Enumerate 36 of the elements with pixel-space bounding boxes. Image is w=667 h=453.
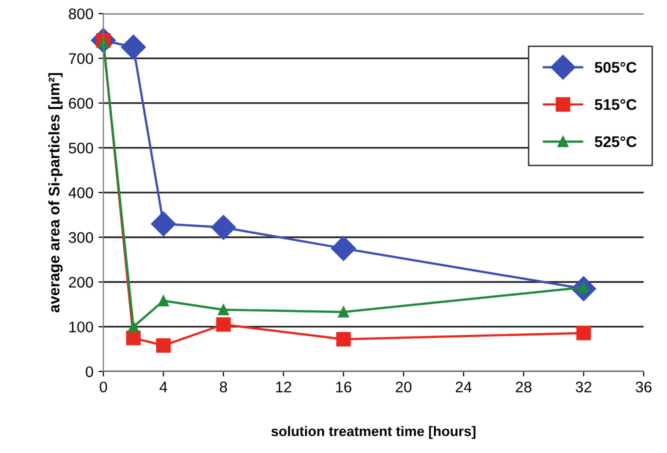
point bbox=[158, 295, 169, 306]
x-tick-label: 36 bbox=[636, 382, 652, 392]
y-tick-label: 400 bbox=[68, 187, 94, 198]
y-axis-title: average area of Si-particles [µm²] bbox=[48, 73, 63, 312]
x-tick-label: 8 bbox=[220, 382, 228, 392]
x-tick-label: 32 bbox=[576, 382, 592, 392]
x-tick-label: 4 bbox=[160, 382, 168, 392]
x-tick-label: 12 bbox=[276, 382, 292, 392]
x-tick-label: 16 bbox=[336, 382, 352, 392]
legend-label: 515°C bbox=[594, 99, 637, 110]
point bbox=[128, 321, 139, 332]
point bbox=[331, 236, 356, 261]
point bbox=[120, 34, 146, 60]
y-tick-label: 200 bbox=[68, 276, 94, 288]
y-tick-label: 500 bbox=[68, 142, 94, 154]
point bbox=[216, 317, 231, 332]
y-tick-label: 600 bbox=[68, 98, 94, 109]
x-axis-title: solution treatment time [hours] bbox=[271, 426, 476, 439]
point bbox=[576, 326, 591, 340]
point bbox=[336, 332, 351, 347]
x-tick-label: 20 bbox=[396, 382, 412, 392]
y-tick-label: 800 bbox=[68, 8, 94, 20]
point bbox=[156, 338, 171, 353]
legend-label: 505°C bbox=[594, 62, 637, 73]
point bbox=[210, 214, 236, 240]
x-tick-label: 28 bbox=[516, 382, 532, 392]
legend-label: 525°C bbox=[594, 136, 637, 148]
y-tick-label: 300 bbox=[68, 232, 94, 243]
point bbox=[338, 306, 350, 318]
point bbox=[150, 211, 176, 236]
x-tick-label: 0 bbox=[100, 382, 108, 392]
point bbox=[218, 304, 229, 316]
y-tick-label: 700 bbox=[68, 53, 94, 64]
y-tick-label: 0 bbox=[86, 366, 94, 378]
x-tick-label: 24 bbox=[456, 382, 472, 392]
y-tick-label: 100 bbox=[69, 322, 94, 332]
